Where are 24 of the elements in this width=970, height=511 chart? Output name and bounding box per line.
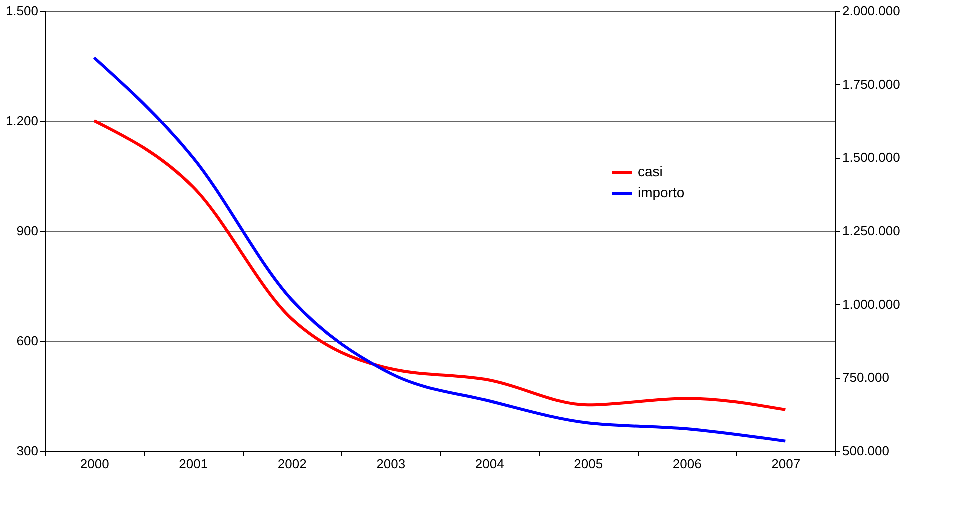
line-series [92, 56, 788, 443]
y2-tick-label: 1.500.000 [842, 150, 900, 166]
x-tick-label: 2000 [80, 456, 110, 472]
legend-label: importo [638, 184, 685, 200]
y-tick-label: 900 [16, 224, 38, 238]
x-tick-label: 2007 [772, 456, 801, 472]
y-tick-label: 300 [16, 444, 38, 458]
x-tick-label: 2003 [376, 456, 406, 472]
y-tick-label: 1.200 [6, 114, 38, 128]
y2-tick-label: 500.000 [842, 444, 890, 458]
line-series [92, 120, 788, 412]
x-tick-label: 2006 [672, 456, 702, 472]
legend-label: casi [638, 164, 663, 180]
x-tick-label: 2005 [574, 456, 604, 472]
x-tick-label: 2001 [179, 456, 208, 472]
y-tick-label: 1.500 [6, 4, 38, 18]
y2-tick-label: 2.000.000 [842, 4, 900, 18]
x-tick-label: 2002 [278, 456, 307, 472]
y2-tick-label: 750.000 [842, 370, 890, 386]
x-tick-label: 2004 [475, 456, 504, 472]
y-tick-label: 600 [16, 334, 38, 348]
y2-tick-label: 1.250.000 [842, 224, 900, 238]
y2-tick-label: 1.000.000 [842, 296, 900, 312]
y2-tick-label: 1.750.000 [842, 76, 900, 92]
